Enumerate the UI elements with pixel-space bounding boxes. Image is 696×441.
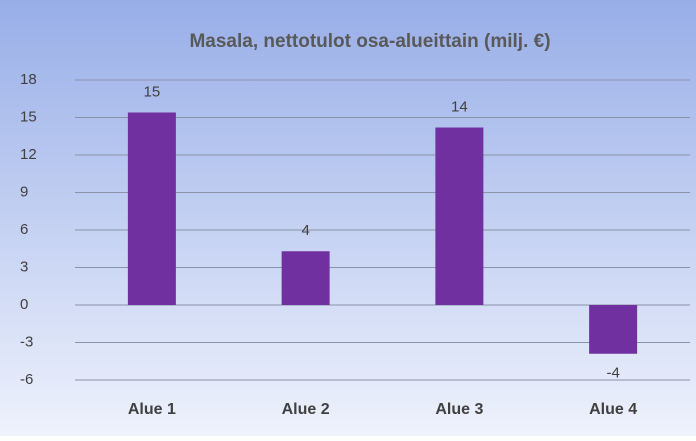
y-tick-label: 0 <box>20 296 28 313</box>
y-tick-label: -6 <box>20 371 33 388</box>
x-tick-label: Alue 3 <box>435 401 483 418</box>
x-tick-label: Alue 4 <box>589 401 637 418</box>
y-tick-label: 18 <box>20 71 37 88</box>
y-tick-label: 9 <box>20 183 28 200</box>
bar <box>127 112 176 305</box>
value-label: 15 <box>144 83 161 100</box>
value-label: 14 <box>451 98 468 115</box>
bar <box>589 305 638 354</box>
x-tick-label: Alue 2 <box>282 401 330 418</box>
chart-title: Masala, nettotulot osa-alueittain (milj.… <box>189 31 550 52</box>
y-tick-label: -3 <box>20 333 33 350</box>
x-tick-label: Alue 1 <box>128 401 176 418</box>
value-label: -4 <box>606 365 619 382</box>
bar <box>435 127 484 305</box>
bar <box>281 251 330 305</box>
value-label: 4 <box>301 222 309 239</box>
y-tick-label: 6 <box>20 221 28 238</box>
y-tick-label: 3 <box>20 258 28 275</box>
y-tick-label: 12 <box>20 146 37 163</box>
y-tick-label: 15 <box>20 108 37 125</box>
